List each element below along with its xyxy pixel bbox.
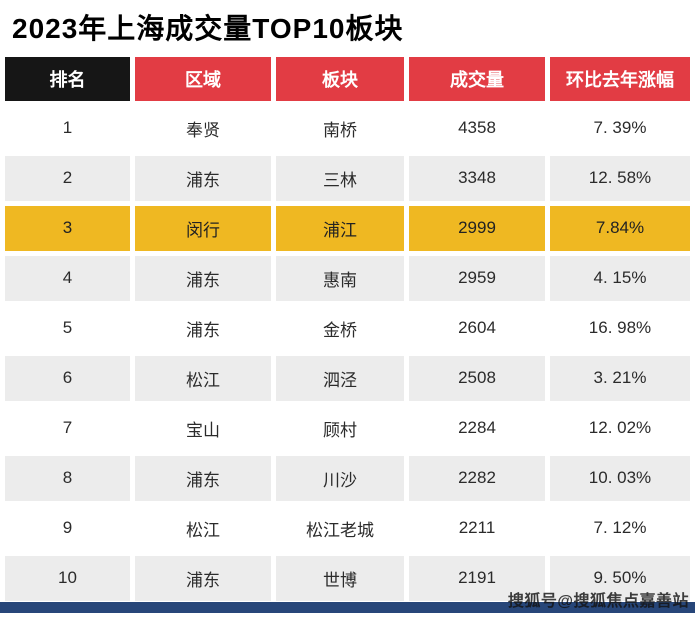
change-cell: 4. 15% <box>550 255 690 301</box>
watermark: 搜狐号@搜狐焦点嘉善站 <box>507 593 689 610</box>
region-cell: 奉贤 <box>135 105 271 151</box>
plate-cell: 川沙 <box>276 455 404 501</box>
region-cell: 浦东 <box>135 305 271 351</box>
volume-cell: 2999 <box>409 205 545 251</box>
region-cell: 浦东 <box>135 455 271 501</box>
change-cell: 7.84% <box>550 205 690 251</box>
column-header-2: 板块 <box>276 56 404 101</box>
plate-cell: 顾村 <box>276 405 404 451</box>
region-cell: 宝山 <box>135 405 271 451</box>
plate-cell: 松江老城 <box>276 505 404 551</box>
table-row: 9 松江 松江老城 2211 7. 12% <box>5 505 690 551</box>
plate-cell: 惠南 <box>276 255 404 301</box>
change-cell: 9. 50% <box>550 555 690 601</box>
change-cell: 10. 03% <box>550 455 690 501</box>
change-cell: 7. 39% <box>550 105 690 151</box>
plate-cell: 世博 <box>276 555 404 601</box>
table-body: 1 奉贤 南桥 4358 7. 39% 2 浦东 三林 3348 12. 58% 3 闵行 浦江 2999… <box>5 105 690 601</box>
column-header-0: 排名 <box>5 56 130 101</box>
column-header-4: 环比去年涨幅 <box>550 56 690 101</box>
top10-table: 排名 区域 板块 成交量 环比去年涨幅 1 奉贤 南桥 4358 7. 39% 2 浦东 三林 3348… <box>0 52 695 606</box>
table-row: 3 闵行 浦江 2999 7.84% <box>5 205 690 251</box>
table-header: 排名 区域 板块 成交量 环比去年涨幅 <box>5 56 690 101</box>
volume-cell: 3348 <box>409 155 545 201</box>
region-cell: 松江 <box>135 505 271 551</box>
plate-cell: 浦江 <box>276 205 404 251</box>
table-row: 1 奉贤 南桥 4358 7. 39% <box>5 105 690 151</box>
change-cell: 12. 02% <box>550 405 690 451</box>
table-row: 7 宝山 顾村 2284 12. 02% <box>5 405 690 451</box>
volume-cell: 2959 <box>409 255 545 301</box>
change-cell: 3. 21% <box>550 355 690 401</box>
rank-cell: 1 <box>5 105 130 151</box>
change-cell: 16. 98% <box>550 305 690 351</box>
change-cell: 12. 58% <box>550 155 690 201</box>
column-header-1: 区域 <box>135 56 271 101</box>
rank-cell: 5 <box>5 305 130 351</box>
volume-cell: 2604 <box>409 305 545 351</box>
volume-cell: 2282 <box>409 455 545 501</box>
rank-cell: 3 <box>5 205 130 251</box>
rank-cell: 4 <box>5 255 130 301</box>
table-row: 10 浦东 世博 2191 9. 50% <box>5 555 690 601</box>
volume-cell: 2284 <box>409 405 545 451</box>
volume-cell: 2508 <box>409 355 545 401</box>
table-row: 8 浦东 川沙 2282 10. 03% <box>5 455 690 501</box>
region-cell: 松江 <box>135 355 271 401</box>
page-title: 2023年上海成交量TOP10板块 <box>12 13 404 44</box>
region-cell: 闵行 <box>135 205 271 251</box>
table-row: 5 浦东 金桥 2604 16. 98% <box>5 305 690 351</box>
plate-cell: 三林 <box>276 155 404 201</box>
plate-cell: 泗泾 <box>276 355 404 401</box>
volume-cell: 4358 <box>409 105 545 151</box>
rank-cell: 2 <box>5 155 130 201</box>
rank-cell: 7 <box>5 405 130 451</box>
column-header-3: 成交量 <box>409 56 545 101</box>
region-cell: 浦东 <box>135 255 271 301</box>
bottom-bar <box>0 602 695 613</box>
table-row: 2 浦东 三林 3348 12. 58% <box>5 155 690 201</box>
rank-cell: 9 <box>5 505 130 551</box>
plate-cell: 南桥 <box>276 105 404 151</box>
region-cell: 浦东 <box>135 155 271 201</box>
region-cell: 浦东 <box>135 555 271 601</box>
change-cell: 7. 12% <box>550 505 690 551</box>
rank-cell: 6 <box>5 355 130 401</box>
volume-cell: 2191 <box>409 555 545 601</box>
table-row: 4 浦东 惠南 2959 4. 15% <box>5 255 690 301</box>
volume-cell: 2211 <box>409 505 545 551</box>
plate-cell: 金桥 <box>276 305 404 351</box>
table-header-row: 排名 区域 板块 成交量 环比去年涨幅 <box>5 56 690 101</box>
table-row: 6 松江 泗泾 2508 3. 21% <box>5 355 690 401</box>
rank-cell: 8 <box>5 455 130 501</box>
rank-cell: 10 <box>5 555 130 601</box>
